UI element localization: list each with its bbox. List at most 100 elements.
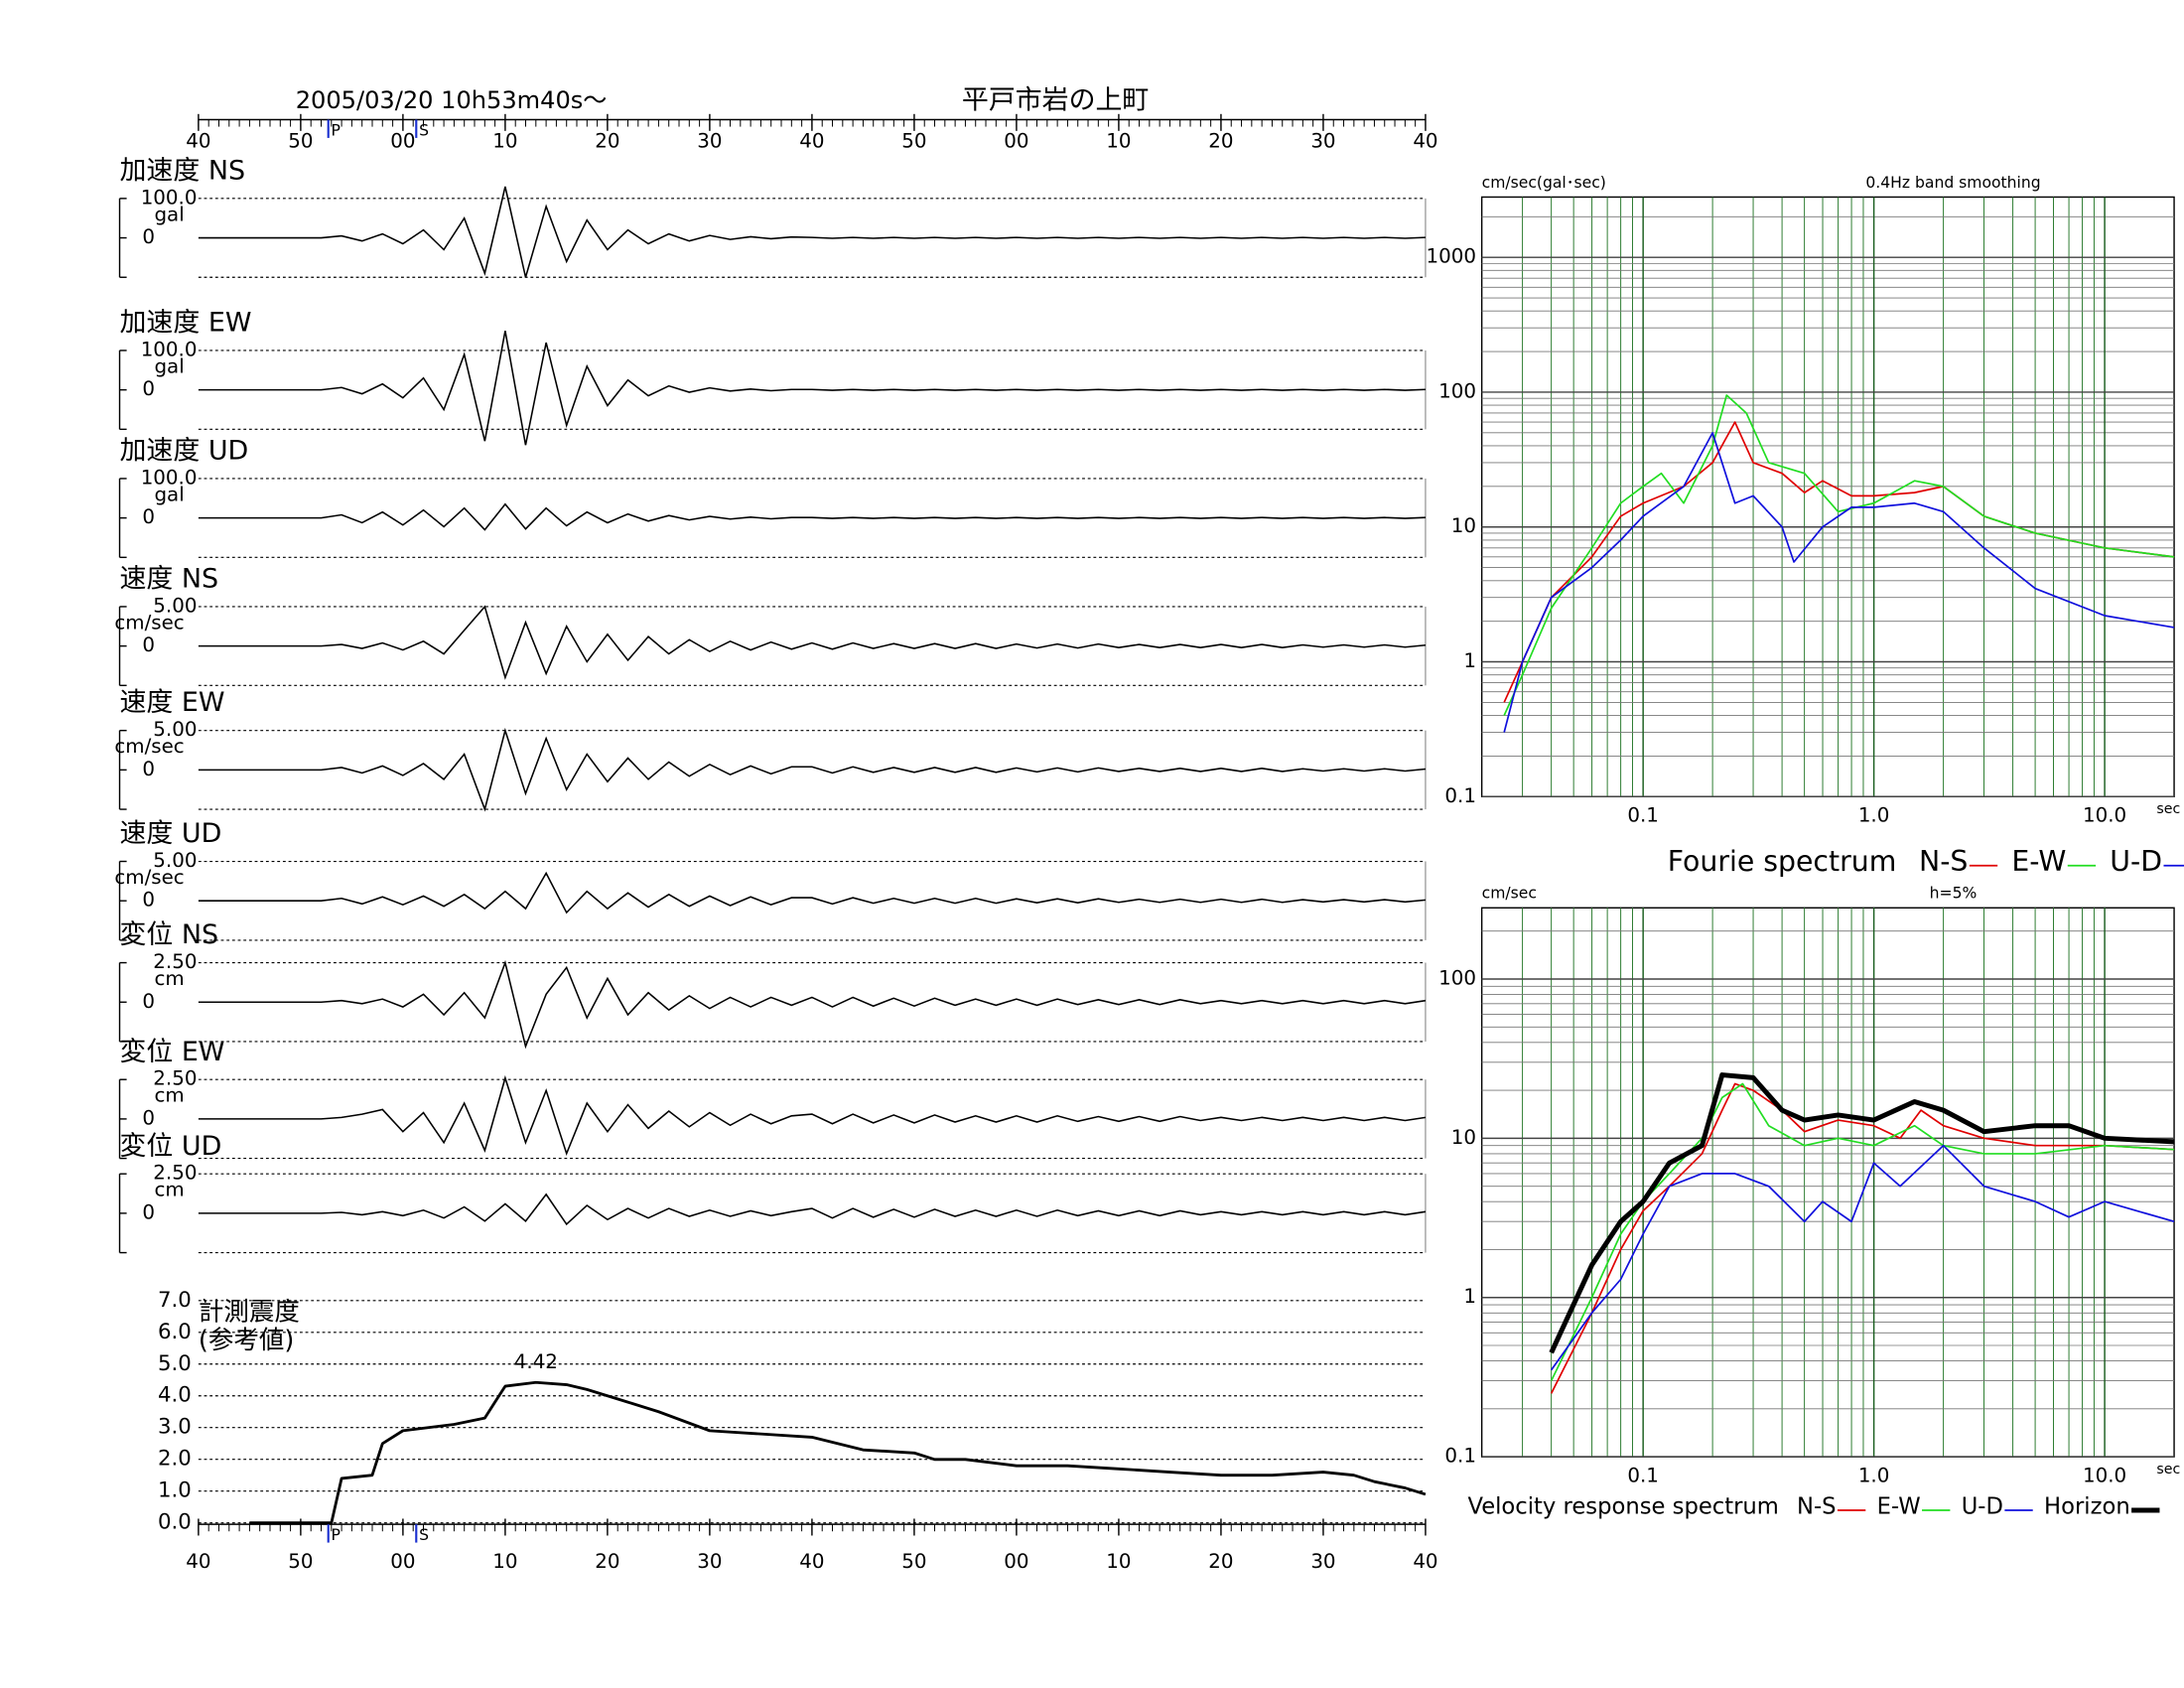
y-tick-label: 5.00	[153, 849, 197, 872]
y-tick-label: 2.50	[153, 1067, 197, 1090]
series-line	[1503, 432, 2175, 733]
y-tick-label: 0	[142, 1200, 155, 1223]
y-tick-label: 0	[142, 1106, 155, 1129]
y-tick-label: 5.0	[158, 1351, 192, 1376]
series-line	[249, 1380, 1427, 1525]
phase-label: P	[332, 121, 341, 139]
legend-label: N-S	[1919, 845, 1968, 878]
panel-title: 加速度 EW	[120, 308, 252, 339]
unit-label: cm/sec	[114, 866, 184, 889]
x-tick-label: 40	[1413, 130, 1437, 153]
station-name: 平戸市岩の上町	[962, 85, 1149, 116]
x-tick-label: 30	[1310, 130, 1335, 153]
x-tick-label: 40	[1413, 1550, 1437, 1573]
y-tick-label: 100	[1438, 966, 1476, 989]
waveform-trace	[198, 1193, 1427, 1226]
unit-label: cm/sec	[114, 611, 184, 633]
legend-label: Horizon	[2044, 1494, 2130, 1520]
phase-label: S	[419, 121, 429, 139]
unit-label: gal	[154, 354, 184, 377]
x-tick-label: 0.1	[1627, 1464, 1659, 1486]
y-tick-label: 1.0	[158, 1478, 192, 1503]
legend-title: Fourie spectrum	[1668, 845, 1897, 878]
x-tick-label: 1.0	[1858, 1464, 1890, 1486]
waveform-trace	[198, 330, 1426, 446]
y-tick-label: 100	[1438, 379, 1476, 402]
x-tick-label: 50	[288, 130, 313, 153]
phase-label: P	[332, 1526, 341, 1544]
legend-label: N-S	[1797, 1494, 1837, 1520]
x-tick-label: 20	[1208, 130, 1233, 153]
x-tick-label: 1.0	[1858, 804, 1890, 827]
y-unit: cm/sec(gal･sec)	[1482, 174, 1606, 192]
legend-title: Velocity response spectrum	[1467, 1494, 1778, 1520]
series-line	[1550, 1144, 2175, 1371]
panel-title: 速度 NS	[120, 564, 219, 595]
waveform-trace	[198, 605, 1427, 680]
y-unit: cm/sec	[1482, 885, 1537, 903]
x-tick-label: 20	[595, 1550, 619, 1573]
y-tick-label: 0.1	[1444, 784, 1476, 807]
x-unit: sec	[2156, 1462, 2180, 1477]
x-tick-label: 00	[1004, 1550, 1028, 1573]
y-tick-label: 100.0	[141, 186, 198, 209]
x-tick-label: 30	[1310, 1550, 1335, 1573]
y-tick-label: 5.00	[153, 594, 197, 617]
series-line	[1550, 1082, 2175, 1394]
panel-title: 速度 UD	[120, 818, 222, 849]
x-tick-label: 40	[799, 130, 824, 153]
panel-title: 加速度 UD	[120, 436, 249, 467]
x-tick-label: 20	[1208, 1550, 1233, 1573]
plot-frame	[1480, 907, 2175, 1458]
phase-label: S	[419, 1526, 429, 1544]
chart-title: 2005/03/20 10h53m40s～	[296, 86, 608, 114]
annotation: 4.42	[514, 1350, 558, 1373]
waveform-trace	[198, 959, 1427, 1050]
x-tick-label: 00	[390, 130, 415, 153]
unit-label: gal	[154, 483, 184, 505]
x-tick-label: 50	[901, 130, 926, 153]
panel-title: 変位 NS	[120, 919, 219, 950]
y-tick-label: 0	[142, 633, 155, 656]
panel-title: 変位 EW	[120, 1037, 225, 1067]
x-tick-label: 10.0	[2083, 804, 2126, 827]
y-tick-label: 1	[1463, 649, 1476, 672]
x-tick-label: 10	[492, 130, 517, 153]
y-tick-label: 1	[1463, 1285, 1476, 1308]
series-line	[1503, 421, 2175, 703]
waveform-trace	[198, 1074, 1427, 1157]
y-tick-label: 7.0	[158, 1288, 192, 1313]
x-tick-label: 10	[492, 1550, 517, 1573]
x-tick-label: 40	[799, 1550, 824, 1573]
unit-label: cm	[154, 1084, 184, 1107]
y-tick-label: 4.0	[158, 1383, 192, 1408]
series-line	[1503, 394, 2175, 716]
waveform-trace	[198, 871, 1427, 914]
unit-label: cm/sec	[114, 735, 184, 758]
waveform-trace	[198, 727, 1427, 812]
x-tick-label: 00	[1004, 130, 1028, 153]
y-tick-label: 0.1	[1444, 1445, 1476, 1468]
y-tick-label: 1000	[1427, 245, 1476, 268]
x-unit: sec	[2156, 801, 2180, 817]
series-line	[1549, 1072, 2175, 1354]
panel-title: 加速度 NS	[120, 155, 246, 186]
x-tick-label: 20	[595, 130, 619, 153]
x-tick-label: 50	[901, 1550, 926, 1573]
legend-label: E-W	[1877, 1494, 1921, 1520]
y-tick-label: 10	[1451, 514, 1476, 537]
y-tick-label: 2.0	[158, 1447, 192, 1472]
panel-title: 速度 EW	[120, 687, 225, 718]
x-tick-label: 50	[288, 1550, 313, 1573]
waveform-trace	[198, 186, 1426, 278]
x-tick-label: 10	[1106, 1550, 1131, 1573]
unit-label: gal	[154, 203, 184, 225]
legend-label: U-D	[2110, 845, 2162, 878]
x-tick-label: 00	[390, 1550, 415, 1573]
legend-label: E-W	[2011, 845, 2066, 878]
x-tick-label: 40	[186, 1550, 210, 1573]
y-tick-label: 0.0	[158, 1510, 192, 1535]
y-tick-label: 0	[142, 990, 155, 1013]
